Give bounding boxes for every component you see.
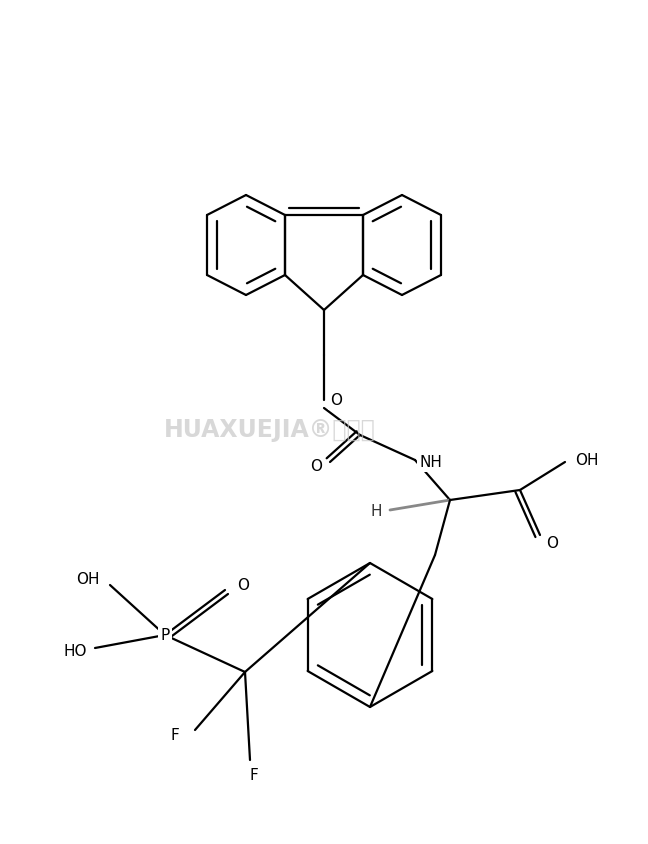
Text: O: O <box>546 535 558 550</box>
Text: P: P <box>160 627 170 642</box>
Text: HUAXUEJIA®化学加: HUAXUEJIA®化学加 <box>164 418 376 442</box>
Text: OH: OH <box>575 452 599 468</box>
Text: H: H <box>370 505 382 520</box>
Text: F: F <box>170 728 179 743</box>
Text: O: O <box>310 458 322 473</box>
Text: OH: OH <box>76 571 100 587</box>
Text: O: O <box>237 577 249 592</box>
Text: NH: NH <box>419 455 443 469</box>
Text: O: O <box>330 392 342 408</box>
Text: HO: HO <box>64 643 87 658</box>
Text: F: F <box>249 769 259 783</box>
